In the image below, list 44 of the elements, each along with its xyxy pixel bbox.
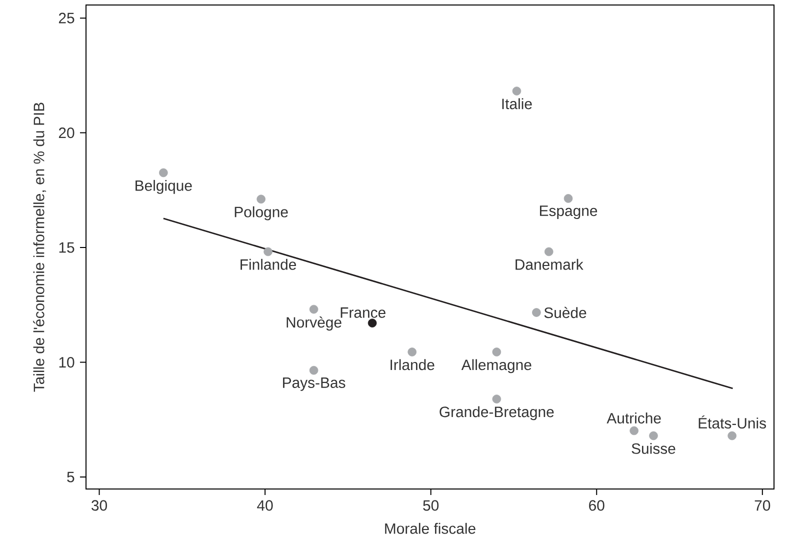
annotation: France xyxy=(340,307,386,318)
annotation: Italie xyxy=(502,98,532,110)
point xyxy=(309,304,318,314)
annotation: Finlande xyxy=(240,258,296,270)
annotation: Autriche xyxy=(606,412,661,424)
point xyxy=(492,348,502,356)
annotation: Suède xyxy=(544,306,586,318)
point xyxy=(564,194,573,203)
annotation: Irlande xyxy=(390,359,434,370)
annotation: Espagne xyxy=(540,206,598,220)
point xyxy=(408,348,417,356)
point xyxy=(630,426,638,436)
point xyxy=(159,168,168,178)
x-tick-label: 30 xyxy=(92,500,107,511)
point xyxy=(492,394,502,404)
x-tick-label: 40 xyxy=(257,500,273,511)
y-tick-label: 20 xyxy=(58,128,74,138)
y-tick-label: 15 xyxy=(59,242,74,253)
y-tick-label: 5 xyxy=(67,472,74,482)
point xyxy=(532,308,541,317)
x-tick-label: 70 xyxy=(754,500,770,511)
point xyxy=(544,247,554,256)
y-tick-label: 10 xyxy=(59,357,74,368)
x-tick-label: 60 xyxy=(589,500,604,511)
point xyxy=(512,86,522,96)
annotation: États-Unis xyxy=(698,415,766,429)
point xyxy=(256,194,266,204)
annotation: Suisse xyxy=(632,442,676,454)
annotation: Pologne xyxy=(234,206,288,220)
x-axis-title: Morale fiscale xyxy=(385,522,476,534)
annotation: Belgique xyxy=(136,180,192,194)
point xyxy=(728,431,736,440)
annotation: Allemagne xyxy=(461,359,532,374)
y-axis-title: Taille de l'économie informelle, en % du PIB xyxy=(33,102,46,392)
annotation: Grande-Bretagne xyxy=(440,406,554,420)
annotation: Pays-Bas xyxy=(283,378,346,391)
point xyxy=(264,247,272,256)
point xyxy=(649,431,658,440)
y-tick-label: 25 xyxy=(58,12,74,24)
point xyxy=(368,318,377,328)
annotation: Norvège xyxy=(286,316,342,331)
x-tick-label: 50 xyxy=(423,500,439,511)
annotation: Danemark xyxy=(516,258,584,270)
point xyxy=(309,366,318,375)
